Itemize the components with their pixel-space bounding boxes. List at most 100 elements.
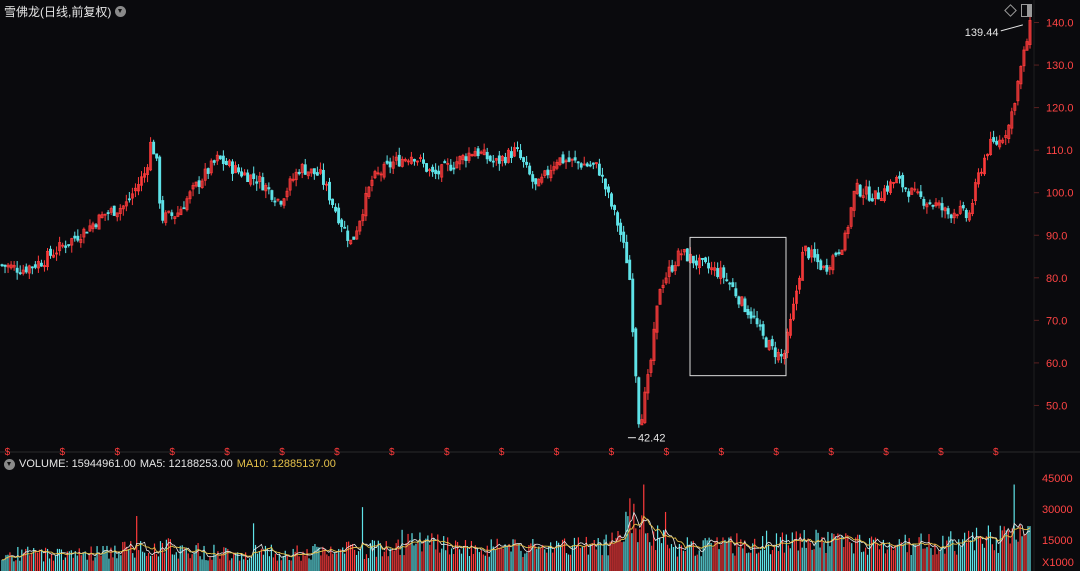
- volume-bar: [617, 531, 619, 571]
- candle-body: [879, 197, 883, 202]
- volume-bar: [104, 550, 106, 571]
- volume-bar: [682, 550, 684, 571]
- volume-bar: [647, 533, 649, 571]
- volume-bar: [708, 537, 710, 571]
- volume-bar: [494, 549, 496, 571]
- volume-bar: [373, 540, 375, 571]
- volume-bar: [542, 544, 544, 571]
- candle-body: [637, 377, 641, 425]
- volume-bar: [738, 546, 740, 571]
- volume-bar: [42, 561, 45, 571]
- volume-bar: [237, 552, 239, 571]
- volume-bar: [520, 550, 522, 571]
- volume-bar: [593, 540, 595, 571]
- candle-body: [579, 163, 583, 168]
- volume-bar: [96, 546, 98, 571]
- candle-body: [224, 160, 228, 165]
- volume-bar: [686, 537, 688, 571]
- candle-body: [555, 161, 559, 169]
- candle-body: [922, 199, 926, 206]
- diamond-icon[interactable]: [1004, 4, 1017, 17]
- volume-bar: [197, 543, 199, 571]
- candle-body: [155, 153, 159, 159]
- volume-bar: [773, 546, 776, 571]
- candle-body: [227, 160, 231, 166]
- candle-body: [1001, 139, 1005, 143]
- volume-bar: [350, 544, 352, 571]
- candle-body: [415, 160, 419, 163]
- candle-body: [682, 249, 686, 253]
- candle-body: [673, 265, 677, 272]
- candle-body: [109, 208, 113, 213]
- volume-bar: [195, 545, 197, 571]
- volume-bar: [98, 553, 100, 571]
- volume-bar: [991, 544, 993, 571]
- candle-body: [758, 324, 762, 327]
- candle-body: [234, 165, 237, 174]
- volume-bar: [528, 545, 530, 571]
- candle-body: [916, 191, 920, 194]
- volume-bar: [76, 555, 78, 571]
- candle-body: [976, 172, 980, 185]
- candle-body: [667, 266, 671, 277]
- volume-bar: [435, 549, 437, 571]
- volume-bar: [500, 547, 502, 571]
- volume-bar: [952, 539, 954, 571]
- candle-body: [776, 352, 780, 361]
- volume-bar: [556, 540, 558, 571]
- volume-bar: [641, 515, 643, 571]
- candle-body: [167, 210, 171, 213]
- volume-bar: [831, 533, 833, 571]
- volume-bar: [278, 553, 280, 571]
- chevron-down-icon[interactable]: [4, 458, 15, 470]
- candle-body: [422, 159, 425, 164]
- volume-bar: [470, 541, 473, 571]
- candle-body: [522, 157, 526, 163]
- volume-bar: [973, 550, 976, 571]
- candle-body: [582, 163, 586, 166]
- candle-body: [231, 161, 234, 174]
- candle-body: [986, 153, 990, 157]
- volume-bar: [437, 534, 439, 571]
- candle-body: [852, 190, 856, 211]
- volume-bar: [254, 544, 257, 571]
- volume-bar: [460, 553, 463, 571]
- candle-body: [446, 162, 450, 165]
- candle-body: [634, 328, 638, 377]
- volume-bar: [11, 556, 13, 571]
- candle-body: [161, 200, 165, 221]
- volume-bar: [859, 534, 861, 571]
- volume-bar: [664, 511, 667, 571]
- volume-bar: [841, 536, 843, 571]
- panel-toggle-icon[interactable]: [1021, 4, 1032, 17]
- volume-bar: [781, 532, 784, 571]
- candle-body: [358, 220, 362, 232]
- volume-bar: [1015, 539, 1017, 571]
- volume-bar: [534, 543, 536, 571]
- volume-bar: [68, 551, 70, 571]
- candle-body: [343, 226, 347, 229]
- volume-bar: [659, 537, 661, 571]
- volume-bar: [177, 558, 179, 571]
- volume-bar: [260, 548, 263, 571]
- dividend-marker: $: [609, 447, 615, 458]
- candle-body: [197, 180, 201, 188]
- volume-bar: [532, 539, 534, 571]
- volume-bar: [674, 546, 677, 571]
- volume-bar: [23, 552, 25, 571]
- volume-bar: [853, 553, 855, 571]
- volume-bar: [445, 550, 447, 571]
- volume-legend: VOLUME: 15944961.00 MA5: 12188253.00 MA1…: [4, 458, 336, 470]
- candle-body: [170, 212, 174, 216]
- volume-bar: [296, 545, 298, 571]
- candle-body: [346, 230, 350, 241]
- dividend-marker: $: [5, 447, 11, 458]
- chevron-down-icon[interactable]: [115, 6, 127, 17]
- volume-bar: [540, 547, 542, 571]
- volume-bar: [837, 533, 839, 571]
- candle-body: [867, 186, 871, 201]
- volume-bar: [268, 556, 270, 571]
- volume-bar: [294, 551, 296, 571]
- volume-bar: [252, 523, 255, 571]
